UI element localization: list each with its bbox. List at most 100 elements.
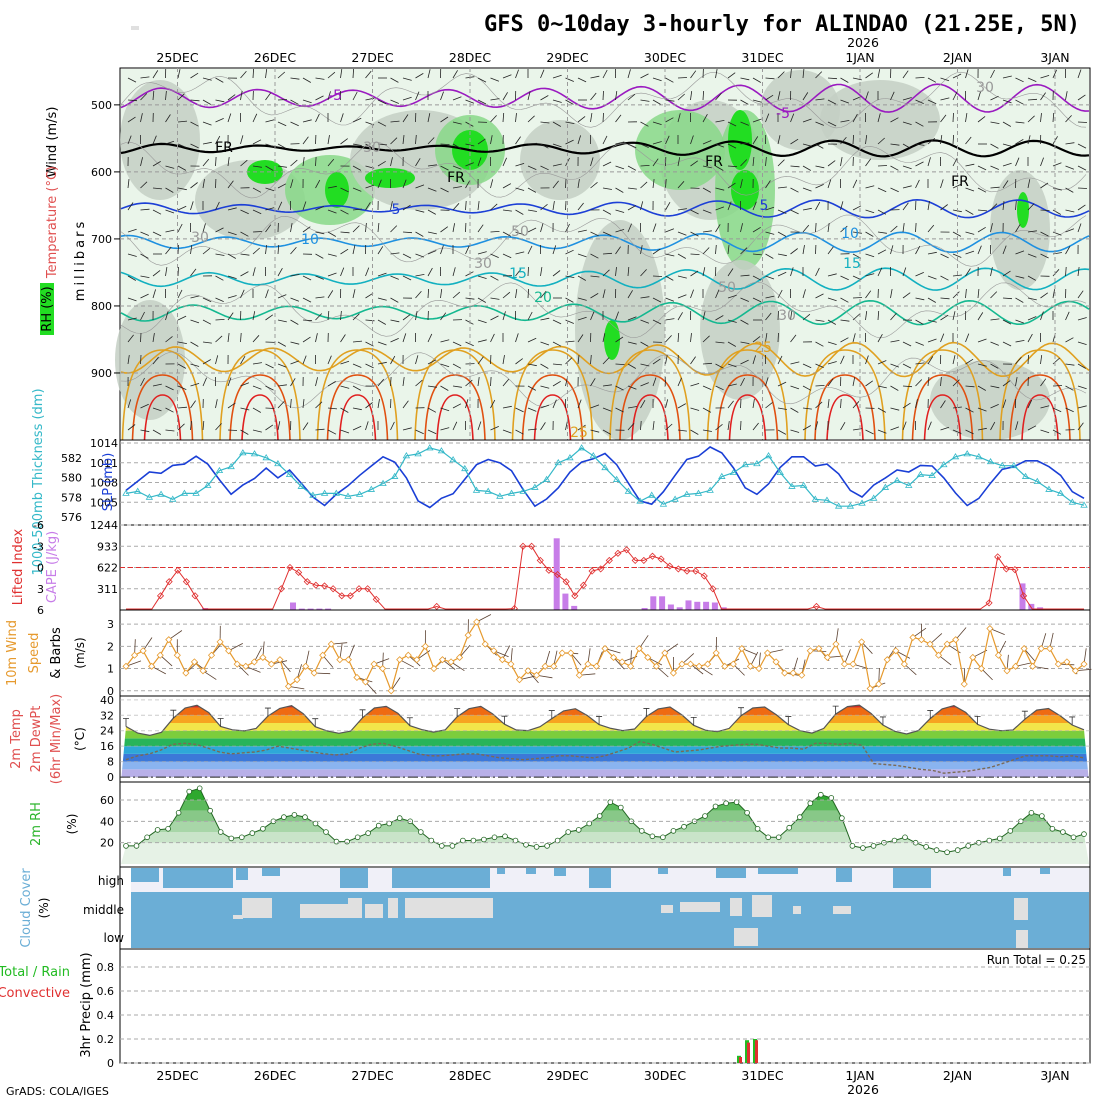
wind-barb: [952, 355, 956, 365]
wind-barb: [615, 385, 624, 391]
wind-barb: [715, 289, 720, 299]
wind-barb: [290, 99, 299, 105]
wind-barb: [927, 275, 937, 280]
thickness-marker: [519, 487, 527, 494]
wind10-marker: [815, 644, 823, 653]
precip-conv-label: Convective: [0, 986, 70, 1001]
precip-tick-label: 0: [107, 1057, 114, 1070]
temp2m-tick-label: 40: [100, 694, 114, 707]
wind-barb: [590, 92, 597, 101]
minmax-errorbar: [217, 718, 224, 727]
li-marker: [666, 562, 674, 570]
wind-barb: [677, 294, 687, 299]
wind10-marker: [139, 647, 147, 655]
cloud-high-block: [392, 868, 490, 888]
wind10-barb: [142, 637, 153, 652]
wind-barb: [690, 70, 697, 79]
wind-barb: [565, 178, 567, 189]
wind-barb: [952, 134, 954, 145]
li-marker: [994, 553, 1002, 561]
wind-barb: [265, 407, 275, 409]
wind10-barb: [279, 659, 291, 673]
isotherm-35-arch: [338, 394, 377, 441]
isotherm-35-arch: [1021, 394, 1059, 441]
wind-barb: [1040, 311, 1044, 321]
wind-barb: [215, 297, 224, 302]
wind-barb: [677, 403, 686, 409]
wind-barb: [1065, 385, 1074, 391]
li-marker: [623, 546, 631, 554]
wind-barb: [902, 223, 905, 233]
wind-barb: [1002, 399, 1007, 409]
wind-barb: [227, 429, 238, 431]
bottom-date-label: 26DEC: [254, 1068, 296, 1083]
wind-barb: [202, 359, 211, 365]
wind-barb: [377, 272, 387, 277]
wind-barb: [440, 339, 450, 343]
thickness-marker: [297, 482, 305, 489]
thickness-tick-label: 576: [61, 511, 82, 524]
wind-barb: [252, 247, 260, 255]
top-date-label: 30DEC: [644, 50, 686, 65]
wind-barb: [927, 99, 937, 105]
wind-barb: [827, 341, 837, 345]
cape-bar: [298, 608, 305, 610]
precip-conv-bar: [747, 1042, 750, 1063]
wind-barb: [215, 335, 223, 343]
top-date-label: 25DEC: [156, 50, 198, 65]
thickness-marker: [507, 489, 516, 496]
wind-barb: [740, 420, 742, 431]
wind-barb: [815, 201, 821, 211]
wind-barb: [740, 159, 748, 167]
cloud-labels: Cloud Cover (%) high middle low: [19, 868, 124, 948]
wind-barb: [665, 275, 674, 281]
wind-barb: [702, 165, 712, 169]
thickness-marker: [402, 452, 411, 459]
cloud-gap-block: [1016, 930, 1028, 948]
rh2m-marker: [765, 834, 771, 841]
wind10-marker: [832, 640, 840, 648]
wind-barb: [402, 96, 412, 101]
wind-barb: [1065, 337, 1074, 343]
wind-barb: [740, 359, 749, 365]
wind-barb: [1077, 267, 1080, 277]
wind-barb: [465, 379, 473, 387]
wind-barb: [440, 407, 450, 412]
wind-barb: [727, 245, 730, 255]
wind-barb: [202, 319, 212, 325]
lifted-index-line: [126, 545, 1084, 610]
thickness-label: 1000-500mb Thickness (dm): [31, 388, 46, 575]
li-marker: [640, 556, 648, 564]
wind-barb: [165, 267, 168, 277]
wind-barb: [765, 94, 774, 101]
wind-barb: [590, 275, 600, 278]
thickness-marker: [718, 472, 726, 479]
wind-barb: [690, 253, 700, 255]
wind-barb: [590, 157, 594, 167]
wind-barb: [965, 187, 975, 192]
wind-barb: [252, 362, 262, 365]
wind-barb: [715, 385, 724, 391]
wind-barb: [465, 180, 471, 189]
wind-barb: [302, 136, 309, 145]
wind-barb: [752, 136, 759, 145]
wind-barb: [902, 121, 912, 125]
rh2m-marker: [207, 807, 214, 814]
wind-barb: [315, 113, 320, 123]
wind-barb: [452, 143, 461, 149]
wind-barb: [690, 231, 699, 237]
wind-barb: [502, 183, 511, 189]
rh2m-marker: [249, 830, 256, 836]
wind-barb: [865, 72, 874, 79]
wind-barb: [727, 294, 737, 299]
wind-barb: [502, 405, 512, 409]
wind-barb: [527, 363, 537, 367]
thickness-marker: [659, 500, 668, 507]
wind-barb: [415, 184, 425, 189]
wind-barb: [202, 247, 211, 255]
wind-barb: [752, 77, 761, 83]
wind-barb: [715, 341, 725, 344]
wind-barb: [802, 165, 811, 171]
wind-barb: [327, 272, 337, 277]
